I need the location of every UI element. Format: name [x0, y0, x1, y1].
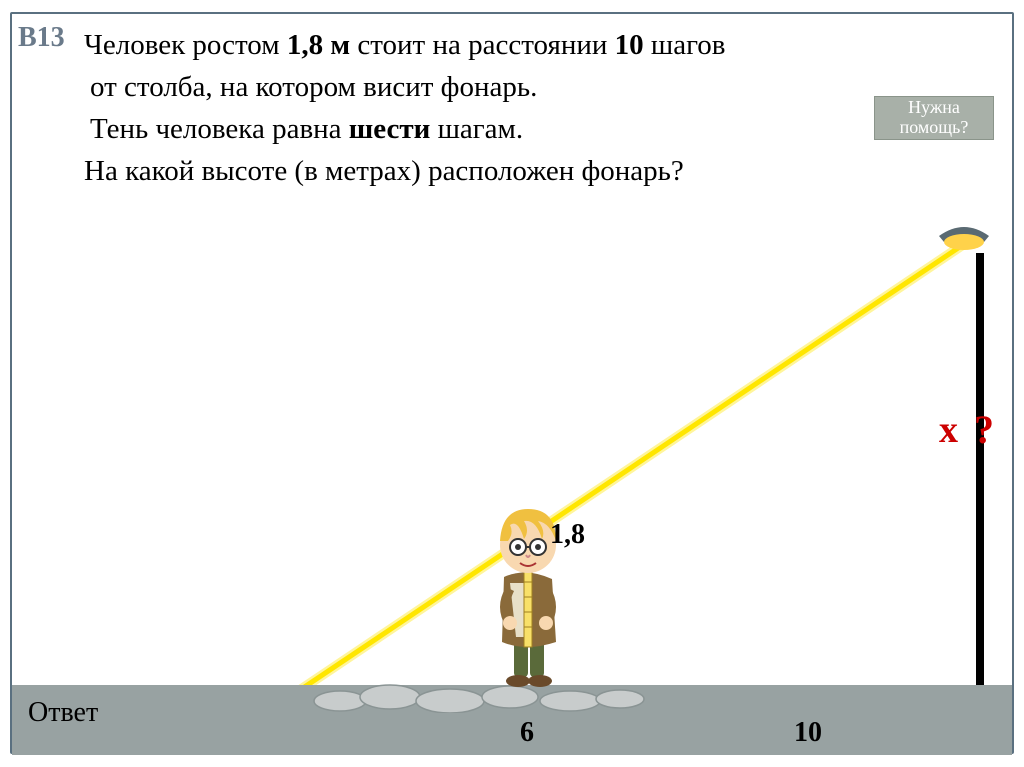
person-icon [466, 487, 586, 687]
question-mark-label: ? [974, 406, 994, 453]
person-height-label: 1,8 [550, 519, 585, 551]
help-button-label: Нужна помощь? [875, 98, 993, 138]
text-bold: 1,8 м [287, 29, 350, 61]
text-bold: шести [349, 113, 431, 145]
help-button[interactable]: Нужна помощь? [874, 96, 994, 140]
text-segment: от столба, на котором висит фонарь. [90, 71, 537, 103]
lamp-pole [976, 253, 984, 685]
problem-number-label: В13 [18, 22, 65, 54]
answer-label: Ответ [28, 697, 98, 729]
text-segment: шагам. [430, 113, 523, 145]
text-segment: стоит на расстоянии [350, 29, 615, 61]
text-segment: На какой высоте (в метрах) расположен фо… [84, 155, 684, 187]
problem-text: Человек ростом 1,8 м стоит на расстоянии… [84, 24, 1004, 192]
text-segment: Тень человека равна [90, 113, 349, 145]
answer-input-box[interactable] [118, 699, 160, 729]
streetlamp-icon [934, 218, 994, 258]
shadow-length-label: 6 [520, 717, 534, 749]
unknown-variable-label: x [939, 408, 958, 452]
text-bold: 10 [615, 29, 644, 61]
distance-label: 10 [794, 717, 822, 749]
text-segment: Человек ростом [84, 29, 287, 61]
text-segment: шагов [644, 29, 726, 61]
